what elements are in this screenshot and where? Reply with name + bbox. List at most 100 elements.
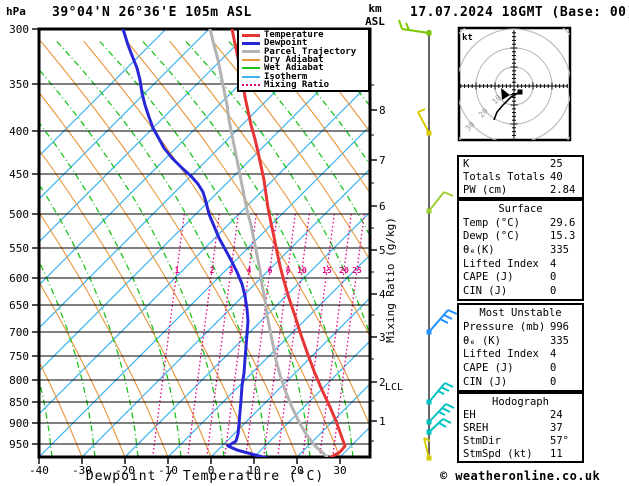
pressure-tick-label: 350 (9, 78, 29, 91)
row-label: K (463, 158, 470, 171)
dry-adiabat-line (39, 91, 255, 457)
legend-label: Isotherm (264, 71, 308, 82)
row-value: 0 (550, 271, 557, 284)
mixing-ratio-value-label: 4 (247, 266, 252, 275)
wind-barb (398, 19, 432, 36)
table-row: Dewp (°C) 15.3 (461, 230, 580, 242)
pressure-tick-label: 600 (9, 272, 29, 285)
dry-adiabat-line (39, 360, 83, 457)
sounding-curves (121, 29, 347, 457)
row-label: Pressure (mb) (463, 320, 546, 333)
dry-adiabat-line (298, 40, 370, 133)
wind-barb-feather (417, 111, 430, 134)
wind-barb (426, 382, 454, 405)
pressure-tick-label: 500 (9, 208, 29, 221)
legend-label: Wet Adiabat (264, 63, 324, 74)
table-row: StmSpd (kt) 11 (461, 448, 580, 460)
wind-barb-feather (423, 437, 431, 442)
table-row: Lifted Index 4 (461, 348, 580, 360)
row-label: θₑ (K) (463, 334, 501, 347)
row-label: EH (463, 408, 476, 421)
wind-barb-feather (428, 309, 449, 333)
row-value: 29.6 (550, 216, 576, 229)
wind-barb-dot (426, 419, 432, 425)
row-value: 335 (550, 334, 569, 347)
skewt-background-lines (0, 29, 370, 457)
wind-barb-feather (401, 28, 430, 34)
legend-label: Mixing Ratio (264, 79, 330, 90)
wet-adiabat-line (39, 259, 96, 457)
temperature-tick-label: -20 (115, 464, 135, 477)
hodograph-unit-label: kt (462, 33, 473, 43)
row-value: 4 (550, 257, 557, 270)
wind-barb-dot (426, 399, 432, 405)
most-unstable-table: Most Unstable Pressure (mb) 996 θₑ (K) 335 Li… (457, 303, 584, 392)
row-label: CAPE (J) (463, 362, 514, 375)
isotherm-line (81, 168, 370, 457)
mixing-ratio-value-label: 25 (352, 266, 362, 275)
wind-barb-feather (438, 411, 446, 416)
row-value: 57° (550, 434, 569, 447)
wind-barb-feather (437, 390, 445, 395)
row-value: 11 (550, 447, 563, 460)
mixing-ratio-value-label: 8 (286, 266, 291, 275)
altitude-axis-unit-km: km (368, 2, 382, 15)
row-label: StmSpd (kt) (463, 447, 533, 460)
surface-table: Surface Temp (°C) 29.6 Dewp (°C) 15.3 θₑ(K) 33… (457, 199, 584, 301)
pressure-tick-label: 450 (9, 168, 29, 181)
mixing-ratio-line (319, 213, 352, 457)
wind-barb-feather (405, 22, 410, 31)
wind-barb (426, 403, 455, 425)
mixing-ratio-line (187, 213, 220, 457)
dry-adiabat-line (40, 40, 298, 457)
wind-barb-feather (441, 407, 451, 413)
km-tick-label: 5 (379, 244, 386, 257)
km-tick-label: 7 (379, 154, 386, 167)
legend-swatch (242, 41, 260, 45)
mixing-ratio-line (302, 213, 335, 457)
dry-adiabat-line (39, 211, 169, 457)
legend-item-isotherm: Isotherm (242, 71, 368, 82)
table-row: PW (cm) 2.84 (461, 184, 580, 196)
legend-item-parcel-trajectory: Parcel Trajectory (242, 47, 368, 56)
wet-adiabat-line (271, 40, 370, 166)
row-label: θₑ(K) (463, 243, 495, 256)
pressure-tick-label: 650 (9, 299, 29, 312)
row-label: SREH (463, 421, 489, 434)
wind-barb-feather (398, 19, 403, 30)
legend-label: Temperature (264, 30, 324, 41)
wind-barb-dot (426, 30, 432, 36)
wind-barb-feather (444, 382, 454, 388)
km-tick-label: 1 (379, 415, 386, 428)
row-label: Lifted Index (463, 257, 539, 270)
table-row: θₑ(K) 335 (461, 244, 580, 256)
mixing-ratio-line (152, 213, 185, 457)
wind-barb-dot (426, 429, 432, 435)
row-value: 15.3 (550, 230, 576, 243)
row-label: Temp (°C) (463, 216, 520, 229)
table-row: StmDir 57° (461, 435, 580, 447)
wind-barb-dot (426, 455, 432, 461)
footer-credit: © weatheronline.co.uk (440, 469, 601, 483)
wet-adiabat-line (0, 41, 9, 457)
legend-item-temperature: Temperature (242, 30, 368, 41)
hodograph-storm-arrow (501, 88, 510, 100)
hodograph-ring (459, 28, 570, 140)
isotherm-line (39, 29, 296, 286)
wind-barb-dot (426, 130, 432, 136)
wet-adiabat-line (39, 68, 225, 457)
legend-swatch (242, 75, 260, 78)
table-row: CIN (J) 0 (461, 376, 580, 388)
table-row: SREH 37 (461, 422, 580, 434)
legend-label: Dry Adiabat (264, 54, 324, 65)
legend-swatch (242, 50, 260, 54)
row-label: CIN (J) (463, 376, 508, 389)
temperature-tick-label: 30 (333, 464, 346, 477)
x-axis-title: Dewpoint / Temperature (°C) (85, 469, 325, 484)
row-value: 0 (550, 376, 557, 389)
altitude-axis-unit: km ASL (355, 2, 395, 28)
dry-adiabat-line (83, 40, 341, 457)
row-value: 996 (550, 320, 569, 333)
dry-adiabat-line (169, 40, 370, 338)
table-row: CAPE (J) 0 (461, 271, 580, 283)
